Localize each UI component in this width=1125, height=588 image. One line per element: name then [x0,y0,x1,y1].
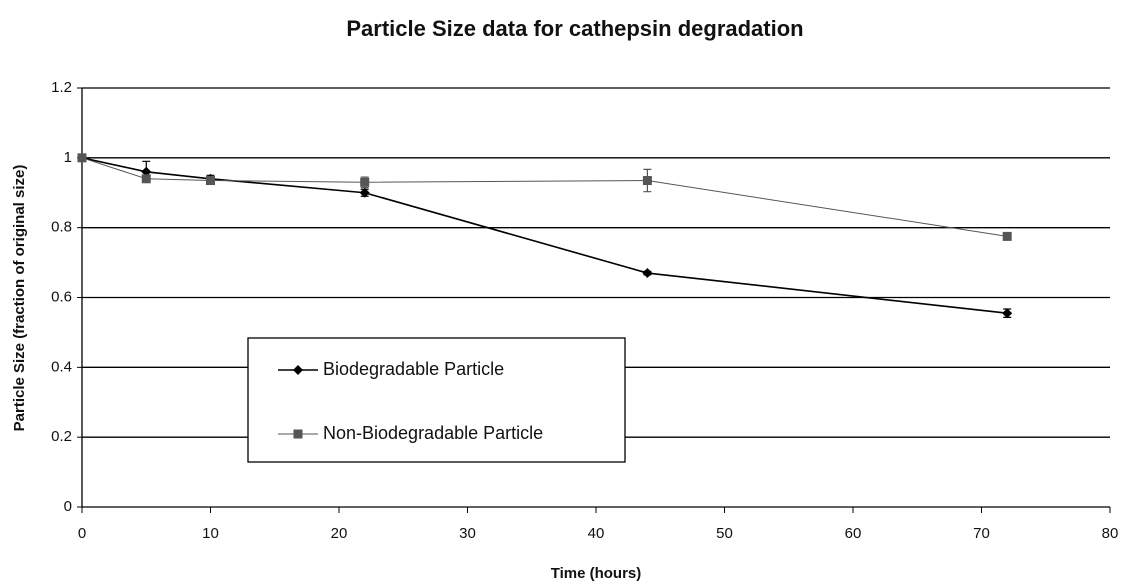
x-axis-label: Time (hours) [551,565,642,582]
y-axis-label: Particle Size (fraction of original size… [11,165,28,432]
legend: Biodegradable Particle Non-Biodegradable … [247,337,626,463]
y-tick-label: 0.6 [51,288,72,305]
marker [642,268,653,279]
marker [359,187,370,198]
marker [293,365,303,375]
x-tick-label: 40 [588,525,605,542]
y-tick-label: 0 [64,498,72,515]
x-tick-label: 80 [1102,525,1119,542]
x-tick-label: 30 [459,525,476,542]
x-tick-label: 70 [973,525,990,542]
y-tick-label: 1 [64,149,72,166]
marker [642,176,652,186]
x-tick-label: 60 [845,525,862,542]
x-tick-label: 20 [331,525,348,542]
x-tick-label: 10 [202,525,219,542]
y-tick-label: 0.2 [51,428,72,445]
y-tick-label: 0.4 [51,358,72,375]
series-line [81,157,1008,237]
legend-box [247,337,626,463]
y-tick-label: 1.2 [51,79,72,96]
legend-label: Non-Biodegradable Particle [323,423,543,443]
legend-label: Biodegradable Particle [323,359,504,379]
marker [141,174,151,184]
chart-title: Particle Size data for cathepsin degrada… [346,16,803,41]
marker [1002,308,1013,319]
y-tick-label: 0.8 [51,219,72,236]
marker [77,153,87,163]
marker [206,176,215,186]
series-line [81,157,1008,315]
x-tick-label: 0 [78,525,86,542]
marker [293,429,303,439]
marker [360,177,370,187]
marker [1002,231,1012,241]
x-tick-label: 50 [716,525,733,542]
